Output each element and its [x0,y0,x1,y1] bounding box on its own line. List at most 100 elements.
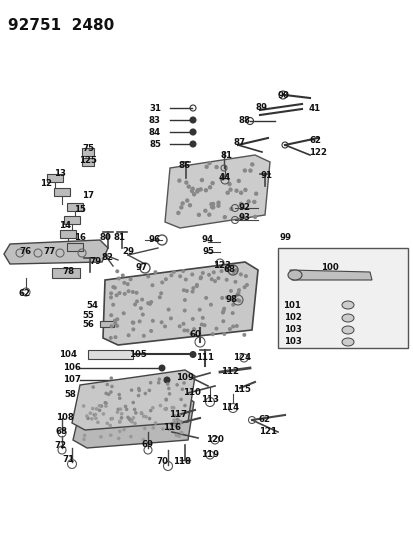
Circle shape [126,289,130,293]
Circle shape [185,328,189,333]
Circle shape [207,161,211,165]
Circle shape [147,417,151,421]
Circle shape [118,430,121,433]
Text: 105: 105 [129,351,147,359]
Circle shape [180,201,185,206]
Circle shape [238,191,243,195]
Circle shape [133,422,136,425]
Circle shape [179,398,183,401]
Circle shape [135,300,139,303]
Circle shape [105,383,109,386]
Circle shape [228,327,231,331]
Circle shape [225,191,229,195]
Polygon shape [73,396,194,448]
Circle shape [117,291,121,295]
Circle shape [100,404,103,408]
Circle shape [229,207,233,211]
Circle shape [104,401,107,405]
Circle shape [128,277,132,281]
Text: 124: 124 [233,353,250,362]
Circle shape [109,376,113,380]
Circle shape [163,325,166,328]
Bar [64,216,80,224]
Circle shape [157,295,161,299]
Circle shape [115,410,119,414]
Circle shape [90,417,93,421]
Text: 117: 117 [169,410,187,419]
Circle shape [116,277,121,280]
Circle shape [150,319,154,323]
Text: 62: 62 [19,288,31,297]
Ellipse shape [341,314,353,322]
Circle shape [183,403,186,407]
Circle shape [230,325,235,328]
Text: 44: 44 [218,174,230,182]
Circle shape [221,319,225,323]
Circle shape [113,321,117,326]
Circle shape [252,200,256,204]
Bar [47,174,63,182]
Circle shape [116,408,120,411]
Circle shape [190,289,194,294]
Circle shape [237,288,240,292]
Circle shape [196,213,201,217]
Text: 16: 16 [74,232,86,241]
Circle shape [95,407,98,410]
Circle shape [99,435,102,439]
Circle shape [113,335,117,339]
Circle shape [224,295,228,300]
Circle shape [97,404,101,408]
Circle shape [86,416,90,420]
Text: 79: 79 [89,257,101,266]
Circle shape [101,412,105,416]
Circle shape [200,271,204,275]
Circle shape [110,385,114,388]
Circle shape [115,317,119,321]
Text: 92: 92 [238,203,250,212]
Circle shape [203,208,207,213]
Circle shape [166,308,170,312]
Circle shape [126,416,130,419]
Circle shape [118,397,121,400]
Circle shape [149,381,152,384]
Bar [82,148,94,156]
Circle shape [118,419,121,423]
Circle shape [242,188,247,192]
Bar [52,268,80,278]
Ellipse shape [287,270,301,280]
Circle shape [206,213,211,217]
Circle shape [175,383,178,386]
Text: 14: 14 [59,221,71,230]
Text: 125: 125 [79,156,97,165]
Circle shape [163,407,166,411]
Circle shape [129,419,133,423]
Circle shape [188,203,192,207]
Circle shape [114,293,118,297]
Circle shape [200,316,204,320]
Circle shape [83,434,86,437]
Circle shape [179,205,183,209]
Circle shape [244,283,248,287]
Text: 12: 12 [40,179,52,188]
Circle shape [121,311,126,315]
Text: 110: 110 [183,389,200,398]
Circle shape [157,377,161,381]
Circle shape [198,276,202,280]
Circle shape [125,408,128,411]
Circle shape [161,427,164,431]
Circle shape [209,205,214,209]
Circle shape [222,306,225,311]
Circle shape [173,424,176,427]
Text: 101: 101 [282,301,300,310]
Circle shape [97,408,101,412]
Circle shape [207,185,212,190]
Circle shape [143,392,147,395]
Circle shape [139,306,142,310]
Circle shape [203,188,208,192]
Circle shape [228,289,233,293]
Text: 55: 55 [82,311,94,319]
Ellipse shape [341,326,353,334]
Circle shape [235,293,239,297]
Text: 103: 103 [283,337,301,346]
Circle shape [153,270,157,274]
